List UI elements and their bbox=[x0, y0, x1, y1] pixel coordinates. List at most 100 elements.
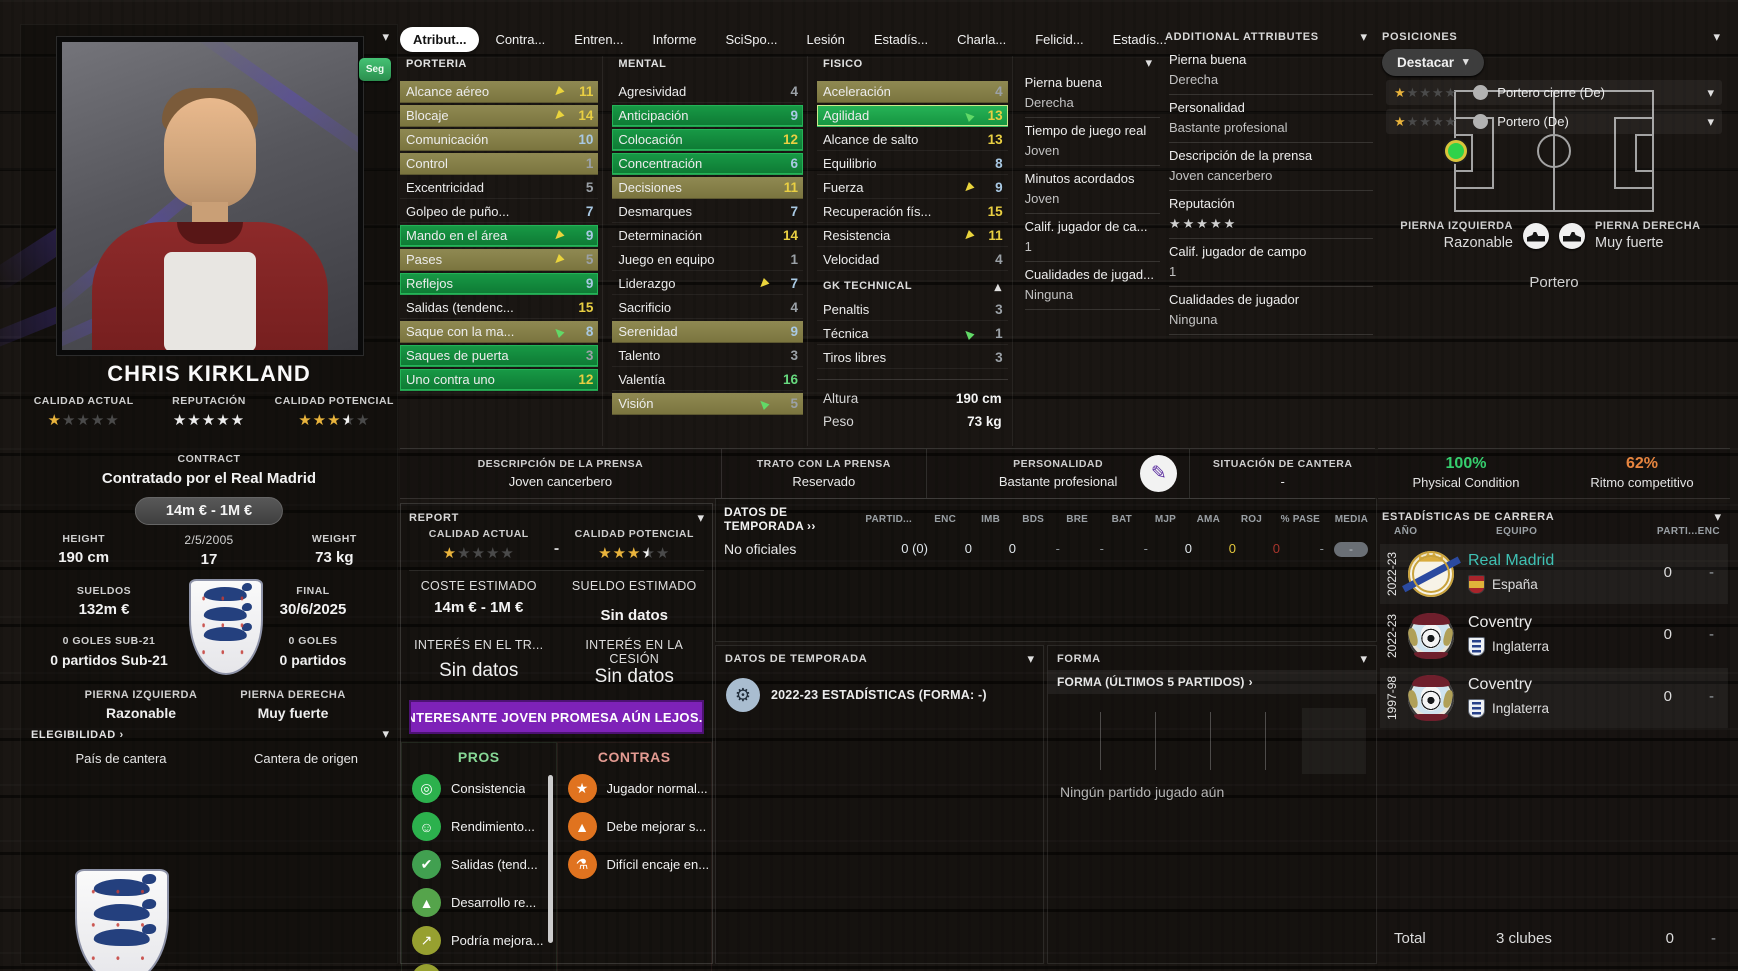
career-row[interactable]: 2022-23 Coventry Inglaterra 0 - bbox=[1380, 606, 1728, 666]
collapse-panel-chevron-icon[interactable] bbox=[1714, 510, 1721, 523]
attribute-row[interactable]: Colocación 12 bbox=[612, 129, 803, 151]
attribute-row[interactable]: Talento 3 bbox=[612, 345, 803, 367]
attribute-row[interactable]: Agilidad 13 bbox=[816, 105, 1008, 127]
attribute-row[interactable]: Valentía 16 bbox=[612, 369, 803, 391]
attribute-row[interactable]: Determinación 14 bbox=[612, 225, 803, 247]
profile-tab[interactable]: Charla... bbox=[957, 31, 1007, 47]
attribute-row[interactable]: Sacrificio 4 bbox=[612, 297, 803, 319]
profile-tab[interactable]: Lesión bbox=[806, 31, 845, 47]
attribute-row[interactable]: Reflejos 9 bbox=[400, 273, 599, 295]
profile-tab[interactable]: Estadís... bbox=[873, 31, 929, 47]
attribute-row[interactable]: Desmarques 7 bbox=[612, 201, 803, 223]
attribute-row[interactable]: Golpeo de puño... 7 bbox=[400, 201, 599, 223]
pro-item[interactable]: ▲ Desarrollo re... bbox=[412, 888, 556, 917]
pro-item[interactable]: ☺ Rendimiento... bbox=[412, 812, 556, 841]
info-item[interactable]: Personalidad Bastante profesional bbox=[1169, 95, 1373, 143]
info-item[interactable]: Cualidades de jugador Ninguna bbox=[1169, 287, 1373, 335]
contra-item[interactable]: ⚗ Difícil encaje en... bbox=[567, 850, 712, 879]
season-data-link[interactable]: DATOS DE TEMPORADA› bbox=[724, 505, 854, 533]
collapse-panel-chevron-icon[interactable] bbox=[1360, 30, 1367, 43]
pro-item[interactable]: ✔ Salidas (tend... bbox=[412, 850, 556, 879]
attribute-row[interactable]: Fuerza 9 bbox=[816, 177, 1008, 199]
attribute-row[interactable]: Alcance aéreo 11 bbox=[400, 81, 599, 103]
eligibility-link[interactable]: ELEGIBILIDAD bbox=[31, 729, 124, 741]
profile-tab[interactable]: Atribut... bbox=[400, 26, 480, 52]
attribute-row[interactable]: Control 1 bbox=[400, 153, 599, 175]
info-item[interactable]: Descripción de la prensa Joven cancerber… bbox=[1169, 143, 1373, 191]
attribute-row[interactable]: Visión 5 bbox=[612, 393, 803, 415]
collapse-panel-chevron-icon[interactable] bbox=[1713, 30, 1720, 43]
attribute-row[interactable]: Saque con la ma... 8 bbox=[400, 321, 599, 343]
role-dropdown-chevron-icon[interactable] bbox=[1707, 115, 1714, 128]
attribute-row[interactable]: Anticipación 9 bbox=[612, 105, 803, 127]
profile-tab[interactable]: Informe bbox=[652, 31, 697, 47]
collapse-panel-chevron-icon[interactable] bbox=[1027, 652, 1034, 665]
info-item[interactable]: Calif. jugador de campo 1 bbox=[1169, 239, 1373, 287]
profile-tab[interactable]: Felicid... bbox=[1035, 31, 1084, 47]
collapse-section-chevron-icon[interactable] bbox=[995, 280, 1002, 293]
season-stats-row[interactable]: No oficiales 0 (0) 0 0 - - - 0 0 bbox=[716, 535, 1376, 563]
profile-tab[interactable]: Estadís... bbox=[1112, 31, 1167, 47]
info-item[interactable]: Minutos acordados Joven bbox=[1024, 166, 1160, 214]
attribute-row[interactable]: Tiros libres 3 bbox=[816, 347, 1008, 369]
attribute-row[interactable]: Comunicación 10 bbox=[400, 129, 599, 151]
attribute-row[interactable]: Pases 5 bbox=[400, 249, 599, 271]
attribute-row[interactable]: Equilibrio 8 bbox=[816, 153, 1008, 175]
attribute-row[interactable]: Juego en equipo 1 bbox=[612, 249, 803, 271]
collapse-column-chevron-icon[interactable] bbox=[1145, 56, 1152, 69]
collapse-panel-chevron-icon[interactable] bbox=[382, 30, 389, 43]
highlight-dropdown-button[interactable]: Destacar bbox=[1382, 49, 1484, 76]
attribute-row[interactable]: Concentración 6 bbox=[612, 153, 803, 175]
attribute-row[interactable]: Blocaje 14 bbox=[400, 105, 599, 127]
collapse-panel-chevron-icon[interactable] bbox=[1360, 652, 1367, 665]
attribute-row[interactable]: Velocidad 4 bbox=[816, 249, 1008, 271]
attribute-row[interactable]: Agresividad 4 bbox=[612, 81, 803, 103]
club-name[interactable]: Coventry bbox=[1468, 614, 1533, 631]
pro-item[interactable]: ◎ Consistencia bbox=[412, 774, 556, 803]
role-rating-row[interactable]: ★★★★★ Portero cierre (De) bbox=[1386, 80, 1722, 105]
info-icon[interactable] bbox=[1473, 114, 1489, 129]
attribute-row[interactable]: Aceleración 4 bbox=[816, 81, 1008, 103]
follow-button[interactable]: Seg bbox=[359, 58, 391, 81]
career-row[interactable]: 2022-23 Real Madrid España 0 - bbox=[1380, 544, 1728, 604]
info-icon[interactable] bbox=[1473, 85, 1489, 100]
contra-item[interactable]: ★ Jugador normal... bbox=[567, 774, 712, 803]
collapse-panel-chevron-icon[interactable] bbox=[697, 511, 704, 524]
season-stats-entry[interactable]: 2022-23 ESTADÍSTICAS (FORMA: -) bbox=[726, 678, 1033, 712]
attribute-row[interactable]: Técnica 1 bbox=[816, 323, 1008, 345]
info-item[interactable]: Pierna buena Derecha bbox=[1169, 47, 1373, 95]
attribute-row[interactable]: Uno contra uno 12 bbox=[400, 369, 599, 391]
role-dropdown-chevron-icon[interactable] bbox=[1707, 86, 1714, 99]
attribute-row[interactable]: Penaltis 3 bbox=[816, 299, 1008, 321]
info-item[interactable]: Pierna buena Derecha bbox=[1024, 70, 1160, 118]
gk-technical-header[interactable]: GK TECHNICAL bbox=[823, 276, 1002, 296]
attribute-row[interactable]: Excentricidad 5 bbox=[400, 177, 599, 199]
attribute-row[interactable]: Decisiones 11 bbox=[612, 177, 803, 199]
club-name[interactable]: Coventry bbox=[1468, 676, 1533, 693]
attribute-row[interactable]: Resistencia 11 bbox=[816, 225, 1008, 247]
last-five-matches-link[interactable]: FORMA (ÚLTIMOS 5 PARTIDOS) bbox=[1048, 670, 1376, 694]
profile-tab[interactable]: SciSpo... bbox=[725, 31, 778, 47]
profile-tab[interactable]: Contra... bbox=[495, 31, 546, 47]
attribute-row[interactable]: Liderazgo 7 bbox=[612, 273, 803, 295]
attribute-row[interactable]: Mando en el área 9 bbox=[400, 225, 599, 247]
attribute-row[interactable]: Recuperación fís... 15 bbox=[816, 201, 1008, 223]
club-name[interactable]: Real Madrid bbox=[1468, 552, 1555, 569]
contra-item[interactable]: ▲ Debe mejorar s... bbox=[567, 812, 712, 841]
profile-tab[interactable]: Entren... bbox=[574, 31, 624, 47]
info-item[interactable]: Cualidades de jugad... Ninguna bbox=[1024, 262, 1160, 310]
career-row[interactable]: 1997-98 Coventry Inglaterra 0 - bbox=[1380, 668, 1728, 728]
pro-item[interactable]: ↗ Podría mejora... bbox=[412, 926, 556, 955]
attribute-row[interactable]: Serenidad 9 bbox=[612, 321, 803, 343]
attribute-row[interactable]: Salidas (tendenc... 15 bbox=[400, 297, 599, 319]
info-item[interactable]: Calif. jugador de ca... 1 bbox=[1024, 214, 1160, 262]
scrollbar[interactable] bbox=[547, 775, 553, 943]
attribute-row[interactable]: Saques de puerta 3 bbox=[400, 345, 599, 367]
info-item[interactable]: Reputación ★★★★★ bbox=[1169, 191, 1373, 239]
eligibility-chevron-icon[interactable] bbox=[382, 727, 389, 740]
pro-item[interactable]: ☻ Bastante prof... bbox=[412, 964, 556, 971]
transfer-value-pill[interactable]: 14m € - 1M € bbox=[134, 497, 284, 525]
role-rating-row[interactable]: ★★★★★ Portero (De) bbox=[1386, 109, 1722, 134]
attribute-row[interactable]: Alcance de salto 13 bbox=[816, 129, 1008, 151]
info-item[interactable]: Tiempo de juego real Joven bbox=[1024, 118, 1160, 166]
